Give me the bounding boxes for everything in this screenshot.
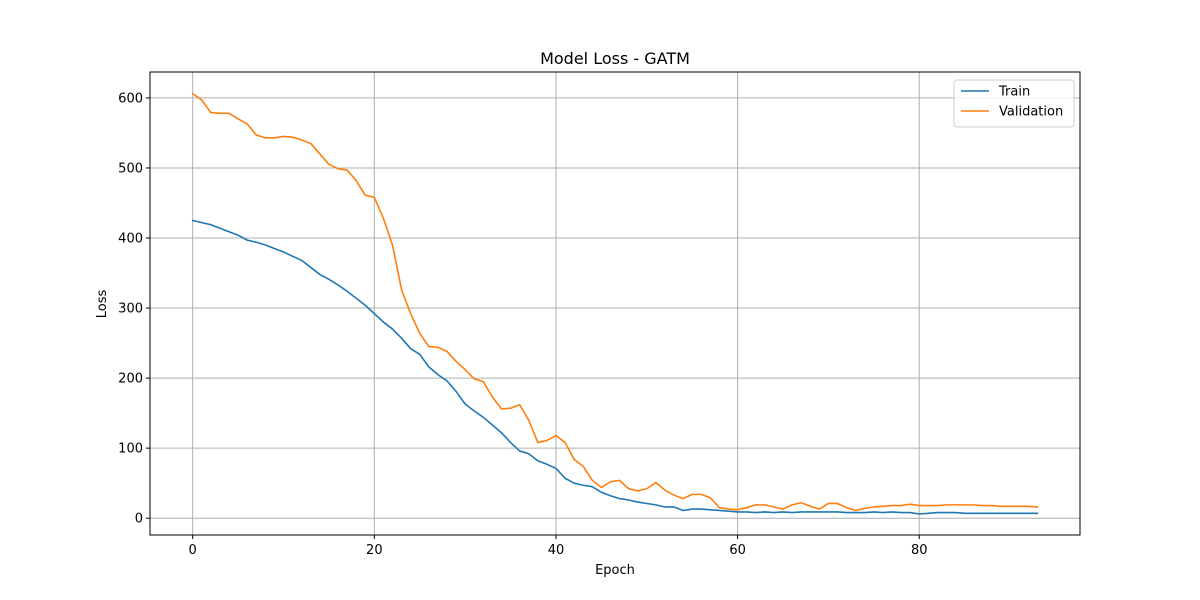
x-tick-label: 60 — [729, 543, 746, 558]
x-tick-label: 40 — [548, 543, 565, 558]
ticks: 0 20 40 60 80 0 100 200 300 400 500 600 — [118, 91, 927, 558]
y-axis-label: Loss — [95, 290, 110, 319]
series-line-validation — [191, 92, 1039, 512]
series-line-train — [191, 219, 1039, 515]
y-tick-label: 500 — [118, 161, 143, 176]
x-tick-label: 0 — [189, 543, 197, 558]
y-tick-label: 0 — [135, 512, 143, 527]
x-tick-label: 80 — [911, 543, 928, 558]
legend-label-train: Train — [998, 85, 1030, 100]
legend: Train Validation — [953, 79, 1075, 128]
y-tick-label: 200 — [118, 372, 143, 387]
chart-title: Model Loss - GATM — [540, 49, 690, 68]
y-tick-label: 100 — [118, 442, 143, 457]
x-axis-label: Epoch — [595, 563, 635, 578]
legend-label-validation: Validation — [999, 105, 1063, 120]
y-tick-label: 600 — [118, 91, 143, 106]
x-tick-label: 20 — [366, 543, 383, 558]
plot-frame — [149, 71, 1081, 536]
y-tick-label: 400 — [118, 232, 143, 247]
grid — [150, 72, 1080, 535]
y-tick-label: 300 — [118, 302, 143, 317]
series-lines — [191, 92, 1039, 515]
